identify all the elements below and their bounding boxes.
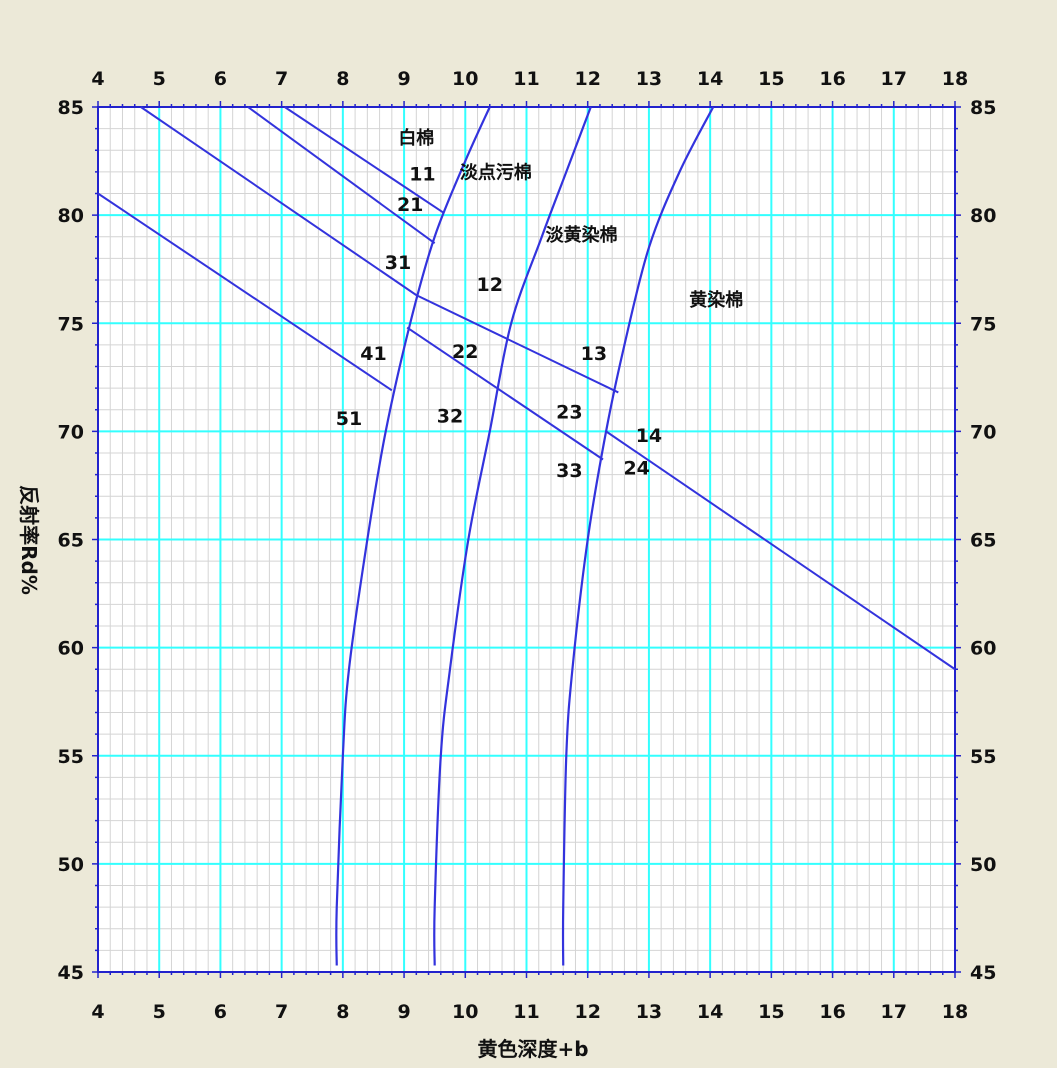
x-tick-label-bottom: 11 (513, 1001, 539, 1023)
x-tick-label-bottom: 18 (942, 1001, 968, 1023)
x-tick-label-bottom: 16 (819, 1001, 845, 1023)
boundary-curve-1 (335, 106, 491, 966)
x-tick-label-top: 5 (153, 68, 166, 90)
division-line-4 (97, 192, 393, 392)
grade-label: 31 (385, 252, 411, 274)
x-tick-label-top: 6 (214, 68, 227, 90)
grade-label: 32 (437, 406, 463, 428)
y-tick-label-left: 70 (58, 421, 84, 443)
x-tick-label-top: 10 (452, 68, 478, 90)
x-tick-label-bottom: 9 (397, 1001, 410, 1023)
division-line-3 (140, 106, 619, 394)
zone-label: 淡点污棉 (460, 161, 532, 183)
y-tick-label-right: 70 (970, 421, 996, 443)
x-tick-label-top: 4 (91, 68, 104, 90)
axes: 4455667788991010111112121313141415151616… (58, 68, 997, 1023)
grade-label: 21 (397, 194, 423, 216)
grade-label: 23 (556, 401, 582, 423)
grade-label: 22 (452, 341, 478, 363)
grade-label: 13 (581, 343, 607, 365)
x-tick-label-top: 17 (881, 68, 907, 90)
division-line-2 (247, 106, 436, 245)
grade-label: 11 (409, 164, 435, 186)
boundary-curve-3 (561, 106, 715, 966)
x-tick-label-top: 14 (697, 68, 723, 90)
x-tick-label-top: 15 (758, 68, 784, 90)
x-tick-label-bottom: 13 (636, 1001, 662, 1023)
y-tick-label-left: 65 (58, 530, 84, 552)
y-tick-label-left: 60 (58, 638, 84, 660)
x-tick-label-top: 7 (275, 68, 288, 90)
grade-label: 14 (636, 425, 662, 447)
x-tick-label-top: 8 (336, 68, 349, 90)
y-tick-label-right: 55 (970, 746, 996, 768)
x-tick-label-bottom: 10 (452, 1001, 478, 1023)
x-tick-label-top: 16 (819, 68, 845, 90)
y-tick-label-left: 55 (58, 746, 84, 768)
y-tick-label-left: 75 (58, 313, 84, 335)
zone-label: 白棉 (398, 127, 434, 149)
y-tick-label-right: 80 (970, 205, 996, 227)
y-tick-label-right: 75 (970, 313, 996, 335)
grade-label: 41 (360, 343, 386, 365)
grade-label: 24 (623, 458, 649, 480)
x-tick-label-bottom: 17 (881, 1001, 907, 1023)
grade-label: 12 (477, 274, 503, 296)
y-axis-title: 反射率Rd% (17, 485, 41, 595)
zone-label: 淡黄染棉 (546, 224, 618, 246)
boundary-curve-2 (433, 106, 592, 966)
x-tick-label-top: 13 (636, 68, 662, 90)
grade-label: 33 (556, 460, 582, 482)
x-tick-label-top: 11 (513, 68, 539, 90)
x-tick-label-top: 12 (574, 68, 600, 90)
x-tick-label-top: 9 (397, 68, 410, 90)
y-tick-label-right: 45 (970, 962, 996, 984)
x-tick-label-top: 18 (942, 68, 968, 90)
y-tick-label-left: 80 (58, 205, 84, 227)
y-tick-label-left: 50 (58, 854, 84, 876)
y-tick-label-right: 85 (970, 97, 996, 119)
x-tick-label-bottom: 14 (697, 1001, 723, 1023)
x-tick-label-bottom: 12 (574, 1001, 600, 1023)
division-line-6 (605, 430, 956, 671)
x-tick-label-bottom: 4 (91, 1001, 104, 1023)
x-tick-label-bottom: 8 (336, 1001, 349, 1023)
y-tick-label-right: 65 (970, 530, 996, 552)
x-axis-title: 黄色深度+b (477, 1037, 588, 1061)
y-tick-label-left: 85 (58, 97, 84, 119)
division-line-1 (284, 106, 445, 214)
grade-label: 51 (336, 408, 362, 430)
series-group (97, 106, 956, 966)
y-tick-label-right: 50 (970, 854, 996, 876)
y-tick-label-right: 60 (970, 638, 996, 660)
zone-label: 黄染棉 (689, 289, 743, 311)
y-tick-label-left: 45 (58, 962, 84, 984)
x-tick-label-bottom: 6 (214, 1001, 227, 1023)
x-tick-label-bottom: 5 (153, 1001, 166, 1023)
division-line-5 (406, 326, 604, 461)
x-tick-label-bottom: 7 (275, 1001, 288, 1023)
x-tick-label-bottom: 15 (758, 1001, 784, 1023)
